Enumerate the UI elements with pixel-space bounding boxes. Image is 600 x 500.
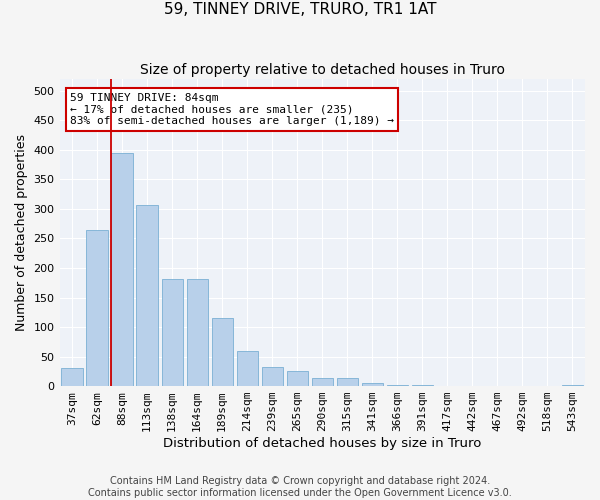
Bar	[187, 278, 208, 386]
X-axis label: Distribution of detached houses by size in Truro: Distribution of detached houses by size …	[163, 437, 481, 450]
Bar	[562, 385, 583, 386]
Bar	[161, 278, 183, 386]
Bar	[287, 370, 308, 386]
Y-axis label: Number of detached properties: Number of detached properties	[15, 134, 28, 331]
Bar	[61, 368, 83, 386]
Bar	[136, 205, 158, 386]
Bar	[311, 378, 333, 386]
Text: 59 TINNEY DRIVE: 84sqm
← 17% of detached houses are smaller (235)
83% of semi-de: 59 TINNEY DRIVE: 84sqm ← 17% of detached…	[70, 93, 394, 126]
Bar	[236, 350, 258, 386]
Bar	[337, 378, 358, 386]
Bar	[262, 367, 283, 386]
Text: 59, TINNEY DRIVE, TRURO, TR1 1AT: 59, TINNEY DRIVE, TRURO, TR1 1AT	[164, 2, 436, 18]
Bar	[362, 382, 383, 386]
Text: Contains HM Land Registry data © Crown copyright and database right 2024.
Contai: Contains HM Land Registry data © Crown c…	[88, 476, 512, 498]
Title: Size of property relative to detached houses in Truro: Size of property relative to detached ho…	[140, 62, 505, 76]
Bar	[112, 153, 133, 386]
Bar	[212, 318, 233, 386]
Bar	[86, 230, 108, 386]
